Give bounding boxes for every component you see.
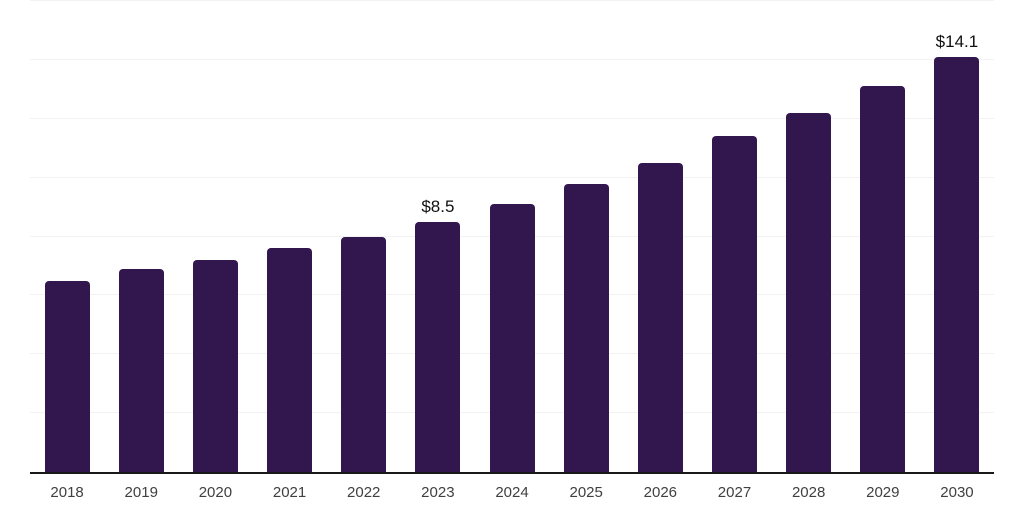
bar-2021	[267, 248, 313, 472]
bar-slot-2029	[846, 1, 920, 472]
x-tick-label-2022: 2022	[347, 484, 381, 501]
x-tick-label-2027: 2027	[717, 484, 752, 501]
gridline-12	[30, 117, 994, 119]
bar-2024	[489, 204, 535, 472]
bar-slot-2022	[327, 1, 401, 472]
bar-slot-2020	[178, 1, 252, 472]
bar-slot-2025	[549, 1, 623, 472]
gridline-10	[30, 176, 994, 178]
bar-2020	[192, 260, 238, 472]
bar-slot-2027	[697, 1, 771, 472]
bar-value-label-2030: $14.1	[935, 32, 979, 52]
x-axis-tick-labels: 2018 2019 2020 2021 2022 2023 2024 2025 2026 2027…	[30, 484, 994, 502]
x-tick-label-2028: 2028	[791, 484, 826, 501]
plot-area: $8.5 $14.1	[30, 0, 994, 472]
bar-slot-2026	[623, 1, 697, 472]
bar-2019	[118, 268, 164, 472]
bar-2025	[563, 183, 609, 472]
bar-2022	[341, 236, 387, 472]
x-tick-label-2018: 2018	[50, 484, 84, 501]
gridline-16	[30, 0, 994, 1]
bar-2026	[637, 162, 683, 472]
x-tick-label-2021: 2021	[272, 484, 307, 501]
x-axis-line	[30, 472, 994, 474]
bar-2018	[44, 280, 90, 472]
bar-2028	[786, 112, 832, 472]
bar-slot-2018	[30, 1, 104, 472]
x-tick-label-2023: 2023	[421, 484, 455, 501]
bar-slot-2021	[252, 1, 326, 472]
bars-container: $8.5 $14.1	[30, 1, 994, 472]
x-tick-label-2019: 2019	[124, 484, 158, 501]
bar-2023: $8.5	[415, 197, 461, 472]
bar-2027	[711, 136, 757, 472]
x-tick-label-2026: 2026	[643, 484, 678, 501]
bar-slot-2023: $8.5	[401, 1, 475, 472]
bar-slot-2019	[104, 1, 178, 472]
x-tick-label-2029: 2029	[866, 484, 900, 501]
bar-slot-2028	[772, 1, 846, 472]
x-tick-label-2024: 2024	[495, 484, 529, 501]
bar-value-label-2023: $8.5	[421, 197, 455, 217]
bar-slot-2030: $14.1	[920, 1, 994, 472]
x-tick-label-2020: 2020	[198, 484, 233, 501]
x-tick-label-2030: 2030	[940, 484, 974, 501]
bar-2030: $14.1	[934, 33, 980, 472]
x-tick-label-2025: 2025	[569, 484, 603, 501]
bar-slot-2024	[475, 1, 549, 472]
gridline-14	[30, 58, 994, 60]
bar-2029	[860, 86, 906, 472]
